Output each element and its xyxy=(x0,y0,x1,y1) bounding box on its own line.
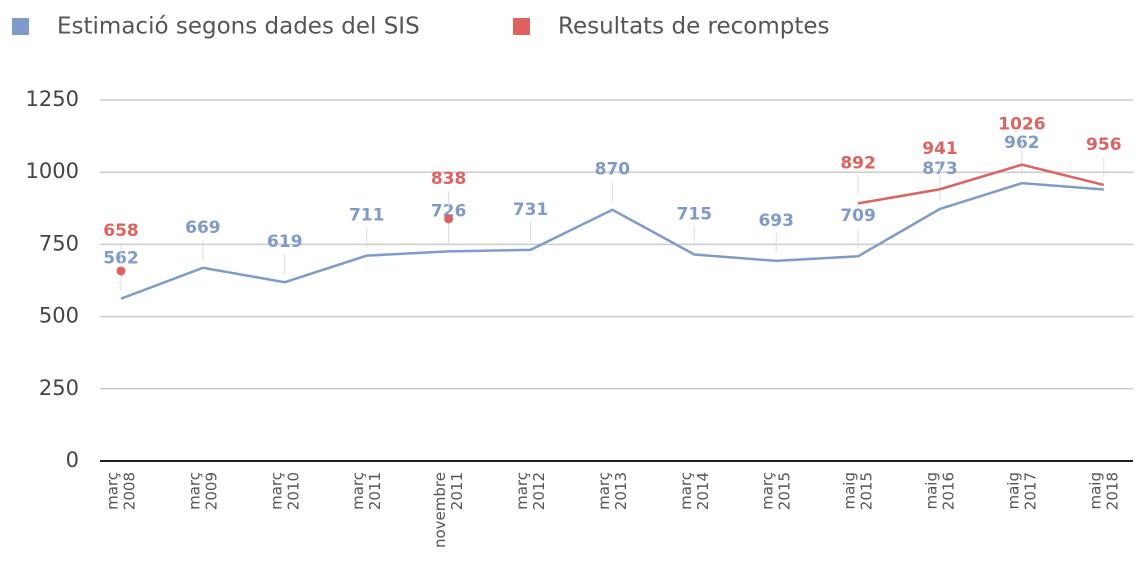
legend-swatch xyxy=(12,18,29,35)
data-label: 715 xyxy=(677,205,713,225)
x-tick-label: març2012 xyxy=(513,472,548,510)
y-tick-label: 250 xyxy=(39,376,79,400)
x-tick-label: març2015 xyxy=(758,472,793,510)
y-tick-label: 1250 xyxy=(26,87,79,111)
y-tick-label: 500 xyxy=(39,304,79,328)
series-line xyxy=(120,181,1104,300)
x-tick-label: novembre2011 xyxy=(431,472,466,548)
data-label: 693 xyxy=(758,211,794,231)
x-tick-label: març2013 xyxy=(594,472,629,510)
x-tick-label: març2010 xyxy=(267,472,302,510)
x-tick-label: març2008 xyxy=(103,472,138,510)
series-line xyxy=(857,163,1105,205)
legend-swatch xyxy=(513,18,530,35)
y-tick-label: 1000 xyxy=(26,159,79,183)
data-label: 731 xyxy=(513,200,549,220)
data-label: 726 xyxy=(431,201,467,221)
x-tick-label: març2014 xyxy=(676,472,711,510)
data-label: 838 xyxy=(431,169,467,189)
x-tick-label: març2009 xyxy=(185,472,220,510)
data-label: 619 xyxy=(267,232,303,252)
data-label: 711 xyxy=(349,206,385,226)
y-tick-label: 750 xyxy=(39,231,79,255)
data-label: 669 xyxy=(185,218,221,238)
data-label: 870 xyxy=(595,160,631,180)
legend-label: Resultats de recomptes xyxy=(558,14,830,40)
data-label: 892 xyxy=(840,153,876,173)
data-label: 709 xyxy=(840,206,876,226)
data-label: 1026 xyxy=(998,115,1045,135)
data-label: 956 xyxy=(1086,135,1122,155)
legend-label: Estimació segons dades del SIS xyxy=(57,14,420,40)
x-tick-label: març2011 xyxy=(349,472,384,510)
x-tick-label: maig2016 xyxy=(922,472,957,510)
data-point xyxy=(116,266,126,276)
x-tick-label: maig2018 xyxy=(1086,472,1121,510)
x-tick-label: maig2015 xyxy=(840,472,875,510)
x-tick-label: maig2017 xyxy=(1004,472,1039,510)
y-tick-label: 0 xyxy=(66,448,79,472)
data-label: 941 xyxy=(922,139,958,159)
data-label: 658 xyxy=(103,221,139,241)
data-point xyxy=(444,214,454,224)
